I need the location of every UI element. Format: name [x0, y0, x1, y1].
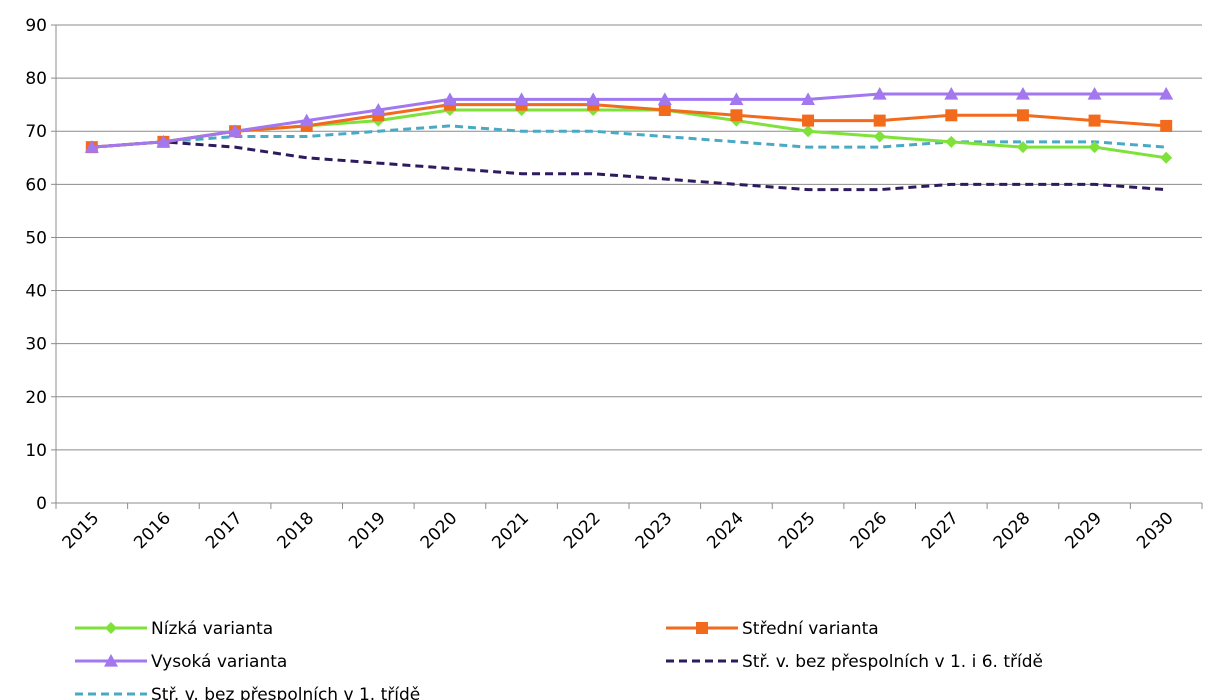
data-point — [801, 92, 816, 105]
y-tick-label: 40 — [25, 282, 47, 302]
x-tick-label: 2025 — [775, 508, 820, 553]
gridlines — [56, 24, 1202, 451]
series — [84, 87, 1174, 192]
data-point — [945, 109, 958, 122]
x-tick-label: 2024 — [703, 508, 748, 553]
legend-marker — [104, 654, 118, 667]
data-point — [944, 87, 959, 100]
x-tick-label: 2018 — [273, 508, 318, 553]
y-tick-label: 60 — [25, 175, 47, 195]
data-point — [873, 114, 886, 127]
data-point — [371, 102, 386, 116]
y-tick-label: 90 — [25, 16, 47, 36]
data-point — [658, 103, 671, 116]
data-point — [84, 140, 99, 153]
x-tick-label: 2022 — [560, 508, 605, 553]
data-point — [802, 125, 815, 138]
x-tick-label: 2027 — [918, 508, 963, 553]
x-tick-label: 2015 — [59, 508, 104, 553]
data-point — [730, 109, 743, 122]
data-point — [945, 135, 958, 148]
data-point — [228, 124, 243, 137]
legend-marker — [696, 622, 708, 634]
y-tick-label: 10 — [25, 441, 47, 461]
y-tick-label: 0 — [36, 494, 47, 514]
series-line — [91, 124, 1167, 149]
data-point — [442, 92, 457, 105]
legend-label: Vysoká varianta — [151, 652, 287, 672]
x-tick-label: 2017 — [202, 508, 247, 553]
data-point — [1016, 109, 1029, 122]
legend-label: Nízká varianta — [151, 619, 273, 639]
x-tick-label: 2029 — [1061, 508, 1106, 553]
x-tick-label: 2021 — [488, 508, 533, 553]
data-point — [657, 92, 672, 105]
data-point — [802, 114, 815, 127]
legend-item: Nízká varianta — [75, 619, 273, 639]
data-point — [1087, 87, 1102, 100]
data-point — [872, 87, 887, 100]
y-tick-label: 70 — [25, 122, 47, 142]
y-tick-label: 50 — [25, 228, 47, 248]
data-point — [1159, 87, 1174, 100]
x-tick-label: 2030 — [1133, 508, 1178, 553]
data-point — [514, 92, 529, 105]
x-tick-label: 2026 — [846, 508, 891, 553]
series-line — [91, 103, 1167, 149]
data-point — [1160, 151, 1173, 164]
y-tick-label: 30 — [25, 335, 47, 355]
x-tick-label: 2023 — [632, 508, 677, 553]
data-point — [156, 134, 171, 148]
x-tick-label: 2020 — [417, 508, 462, 553]
legend-label: Stř. v. bez přespolních v 1. i 6. třídě — [742, 652, 1043, 672]
x-tick-label: 2019 — [345, 508, 390, 553]
data-point — [299, 113, 314, 127]
data-point — [1015, 87, 1030, 100]
y-tick-label: 80 — [25, 69, 47, 89]
legend-label: Stř. v. bez přespolních v 1. třídě — [151, 685, 420, 700]
data-point — [1088, 114, 1101, 127]
legend-label: Střední varianta — [742, 619, 879, 639]
data-point — [873, 130, 886, 143]
x-tick-label: 2016 — [130, 508, 175, 553]
axes — [51, 24, 1203, 509]
data-point — [1088, 141, 1101, 154]
x-axis-ticks: 2015 2016 2017 2018 2019 2020 2021 2022 2023 2024… — [59, 508, 1178, 553]
legend-item: Střední varianta — [666, 619, 879, 639]
legend-item: Stř. v. bez přespolních v 1. třídě — [75, 685, 420, 700]
legend: Nízká varianta Střední varianta Vysoká var… — [75, 619, 1043, 700]
x-tick-label: 2028 — [990, 508, 1035, 553]
y-tick-label: 20 — [25, 388, 47, 408]
series-line — [91, 140, 1167, 192]
series-3 — [91, 140, 1167, 192]
legend-item: Stř. v. bez přespolních v 1. i 6. třídě — [666, 652, 1043, 672]
data-point — [586, 92, 601, 105]
legend-item: Vysoká varianta — [75, 652, 287, 672]
legend-marker — [105, 622, 117, 634]
data-point — [729, 92, 744, 105]
data-point — [1160, 119, 1173, 132]
series-line — [91, 92, 1167, 149]
data-point — [1016, 141, 1029, 154]
series-4 — [91, 124, 1167, 149]
y-axis-ticks: 0 10 20 30 40 50 60 70 80 90 — [25, 16, 47, 514]
series-2 — [84, 87, 1174, 153]
